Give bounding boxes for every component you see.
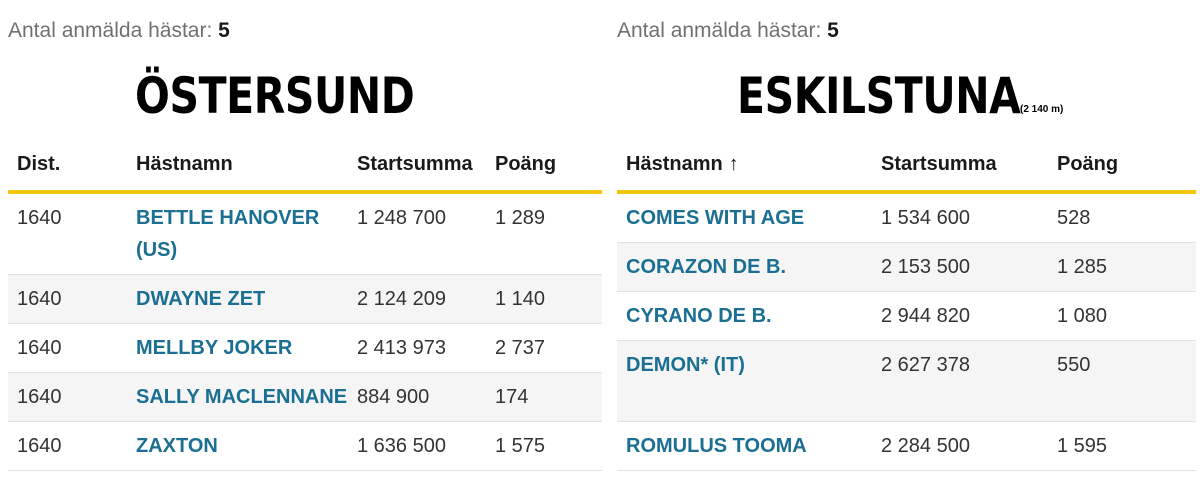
table-row: CYRANO DE B. 2 944 820 1 080: [617, 291, 1196, 341]
table-row: ROMULUS TOOMA 2 284 500 1 595: [617, 421, 1196, 471]
sum-cell: 2 413 973: [348, 323, 486, 373]
table-row: 1640 MELLBY JOKER 2 413 973 2 737: [8, 323, 602, 373]
table-row: COMES WITH AGE 1 534 600 528: [617, 192, 1196, 243]
entries-count: Antal anmälda hästar: 5: [617, 19, 839, 43]
horse-link[interactable]: DWAYNE ZET: [136, 288, 266, 310]
points-cell: 1 595: [1048, 421, 1196, 471]
sum-cell: 1 248 700: [348, 192, 486, 275]
table-row: DEMON* (IT) 2 627 378 550: [617, 340, 1196, 422]
horse-link[interactable]: COMES WITH AGE: [626, 207, 805, 229]
column-header-dist[interactable]: Dist.: [8, 138, 127, 194]
column-header-points[interactable]: Poäng: [486, 138, 602, 194]
entries-count-value: 5: [827, 19, 839, 42]
sum-cell: 2 124 209: [348, 274, 486, 324]
sum-cell: 2 284 500: [872, 421, 1048, 471]
points-cell: 1 289: [486, 192, 602, 275]
table-header-row: Hästnamn ↑ Startsumma Poäng: [617, 138, 1196, 194]
points-cell: 174: [486, 372, 602, 422]
dist-cell: 1640: [8, 323, 127, 373]
column-header-name[interactable]: Hästnamn: [127, 138, 348, 194]
table-row: 1640 SALLY MACLENNANE 884 900 174: [8, 372, 602, 422]
points-cell: 1 575: [486, 421, 602, 471]
dist-cell: 1640: [8, 372, 127, 422]
dist-cell: 1640: [8, 274, 127, 324]
points-cell: 2 737: [486, 323, 602, 373]
sum-cell: 2 944 820: [872, 291, 1048, 341]
sum-cell: 1 534 600: [872, 192, 1048, 243]
table-row: 1640 DWAYNE ZET 2 124 209 1 140: [8, 274, 602, 324]
horse-link[interactable]: MELLBY JOKER: [136, 337, 293, 359]
table-row: 1640 ZAXTON 1 636 500 1 575: [8, 421, 602, 471]
horse-link[interactable]: ZAXTON: [136, 435, 218, 457]
venue-title: ESKILSTUNA: [737, 67, 1021, 125]
horse-link[interactable]: SALLY MACLENNANE: [136, 386, 348, 408]
horse-link[interactable]: ROMULUS TOOMA: [626, 435, 807, 457]
entries-count: Antal anmälda hästar: 5: [8, 19, 230, 43]
horses-table: Dist. Hästnamn Startsumma Poäng 1640 BET…: [8, 138, 602, 471]
points-cell: 528: [1048, 192, 1196, 243]
venue-title: ÖSTERSUND: [135, 67, 415, 125]
points-cell: 550: [1048, 340, 1196, 422]
column-header-sum[interactable]: Startsumma: [872, 138, 1048, 194]
table-header-row: Dist. Hästnamn Startsumma Poäng: [8, 138, 602, 194]
column-header-points[interactable]: Poäng: [1048, 138, 1196, 194]
column-header-name-label: Hästnamn: [626, 152, 723, 175]
table-row: CORAZON DE B. 2 153 500 1 285: [617, 242, 1196, 292]
horse-link[interactable]: CYRANO DE B.: [626, 305, 772, 327]
points-cell: 1 140: [486, 274, 602, 324]
column-header-sum[interactable]: Startsumma: [348, 138, 486, 194]
horse-link[interactable]: DEMON* (IT): [626, 354, 745, 376]
sum-cell: 1 636 500: [348, 421, 486, 471]
points-cell: 1 285: [1048, 242, 1196, 292]
points-cell: 1 080: [1048, 291, 1196, 341]
dist-cell: 1640: [8, 421, 127, 471]
sum-cell: 2 627 378: [872, 340, 1048, 422]
sum-cell: 884 900: [348, 372, 486, 422]
entries-count-value: 5: [218, 19, 230, 42]
sum-cell: 2 153 500: [872, 242, 1048, 292]
entries-count-label: Antal anmälda hästar:: [8, 19, 213, 42]
table-row: 1640 BETTLE HANOVER (US) 1 248 700 1 289: [8, 192, 602, 275]
entries-count-label: Antal anmälda hästar:: [617, 19, 822, 42]
column-header-name[interactable]: Hästnamn ↑: [617, 138, 872, 194]
sort-ascending-icon: ↑: [728, 152, 739, 175]
horse-link[interactable]: BETTLE HANOVER (US): [136, 207, 320, 261]
horses-table: Hästnamn ↑ Startsumma Poäng COMES WITH AG…: [617, 138, 1196, 471]
race-distance: (2 140 m): [1020, 104, 1064, 115]
dist-cell: 1640: [8, 192, 127, 275]
horse-link[interactable]: CORAZON DE B.: [626, 256, 786, 278]
